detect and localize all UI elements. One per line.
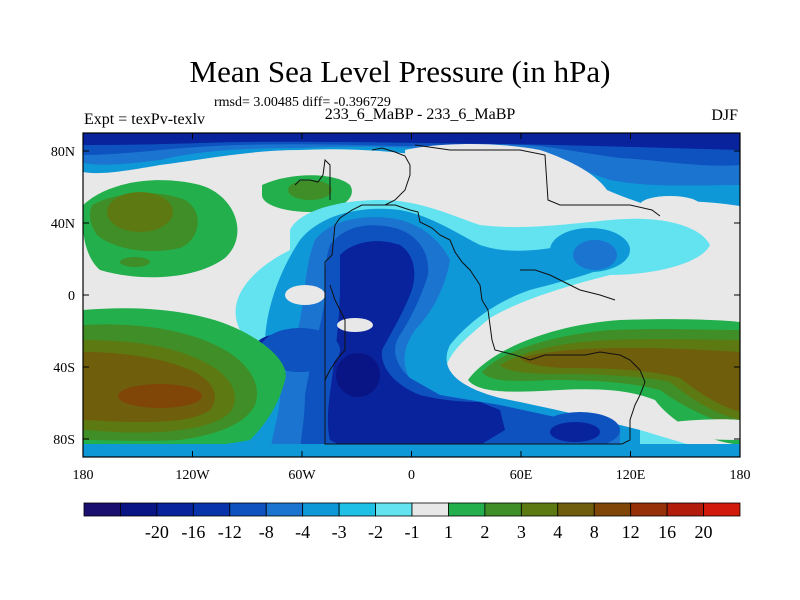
- colorbar-label: -1: [405, 522, 420, 542]
- y-tick-label: 40S: [53, 361, 75, 376]
- field-n-atlantic-high-2: [288, 180, 332, 200]
- field-indian-ocean-low-2: [550, 422, 600, 442]
- x-tick-label: 180: [730, 468, 751, 483]
- colorbar-label: -8: [259, 522, 274, 542]
- x-tick-label: 60E: [510, 468, 533, 483]
- colorbar-swatch: [484, 502, 522, 517]
- colorbar-swatch: [192, 502, 231, 517]
- experiment-label: Expt = texPv-texlv: [84, 111, 206, 128]
- colorbar-label: -16: [181, 522, 205, 542]
- colorbar-label: 4: [553, 522, 562, 542]
- colorbar-label: -2: [368, 522, 383, 542]
- field-band-north-4: [83, 133, 740, 150]
- colorbar-label: 12: [622, 522, 640, 542]
- continent-outline-greenland: [371, 147, 411, 206]
- field-neutral-patch-4: [285, 285, 325, 305]
- y-tick-label: 80N: [51, 145, 75, 160]
- colorbar-label: 8: [590, 522, 599, 542]
- field-neutral-patch-1: [405, 144, 610, 216]
- axis-tick-labels: 180 120W 60W 0 60E 120E 180 80N 40N 0 40S 80S: [51, 145, 751, 483]
- y-tick-label: 40N: [51, 217, 75, 232]
- rmsd-diff-stats: rmsd= 3.00485 diff= -0.396729: [214, 95, 391, 110]
- field-central-low-5: [327, 241, 505, 450]
- colorbar: [83, 502, 741, 517]
- pressure-field: [83, 133, 740, 457]
- colorbar-label: 2: [480, 522, 489, 542]
- x-tick-label: 180: [73, 468, 94, 483]
- field-ne-pacific-high-3: [107, 192, 173, 232]
- colorbar-swatch: [120, 502, 158, 517]
- colorbar-label: -4: [295, 522, 310, 542]
- field-far-south-band: [83, 444, 740, 457]
- field-neutral-patch-2: [640, 196, 700, 214]
- field-far-south-east: [650, 419, 740, 440]
- colorbar-swatch: [520, 502, 559, 517]
- colorbar-swatch: [593, 502, 632, 517]
- colorbar-swatch: [229, 502, 267, 517]
- field-s-indian-high-4: [520, 348, 740, 412]
- field-central-low-6: [336, 353, 380, 397]
- colorbar-swatch: [666, 502, 704, 517]
- y-tick-label: 0: [68, 289, 75, 304]
- y-tick-label: 80S: [53, 433, 75, 448]
- x-tick-label: 0: [408, 468, 415, 483]
- continent-outline-americas: [324, 204, 646, 445]
- comparison-label: 233_6_MaBP - 233_6_MaBP: [324, 106, 516, 123]
- field-neutral-patch-3: [337, 318, 373, 332]
- colorbar-labels: -20 -16 -12 -8 -4 -3 -2 -1 1 2 3 4 8 12 16 20: [145, 522, 713, 542]
- axis-ticks: [82, 133, 741, 457]
- colorbar-swatch: [630, 502, 668, 517]
- colorbar-swatch: [448, 502, 486, 517]
- colorbar-label: 16: [658, 522, 676, 542]
- continent-outline-east-asia: [520, 269, 616, 301]
- continent-outline: [294, 144, 661, 445]
- season-label: DJF: [711, 107, 738, 124]
- field-s-pacific-high-5: [118, 384, 202, 408]
- x-tick-label: 120W: [175, 468, 210, 483]
- field-ne-pacific-high-4: [120, 257, 150, 267]
- x-tick-label: 60W: [288, 468, 316, 483]
- field-asian-low-2: [573, 240, 617, 270]
- colorbar-label: -12: [218, 522, 242, 542]
- colorbar-swatch: [338, 502, 376, 517]
- colorbar-swatch: [411, 502, 449, 517]
- colorbar-swatch: [265, 502, 304, 517]
- colorbar-swatch: [83, 502, 121, 517]
- colorbar-swatch: [156, 502, 194, 517]
- colorbar-swatch: [375, 502, 413, 517]
- chart-title: Mean Sea Level Pressure (in hPa): [189, 54, 611, 89]
- colorbar-swatch: [703, 502, 741, 517]
- continent-outline-north-america: [294, 158, 331, 200]
- colorbar-label: 20: [695, 522, 713, 542]
- colorbar-label: 3: [517, 522, 526, 542]
- continent-outline-south-america: [324, 284, 346, 381]
- x-tick-label: 120E: [616, 468, 646, 483]
- colorbar-label: -20: [145, 522, 169, 542]
- colorbar-label: -3: [332, 522, 347, 542]
- colorbar-swatch: [557, 502, 595, 517]
- colorbar-label: 1: [444, 522, 453, 542]
- continent-outline-eurasia: [414, 144, 661, 217]
- colorbar-swatch: [302, 502, 340, 517]
